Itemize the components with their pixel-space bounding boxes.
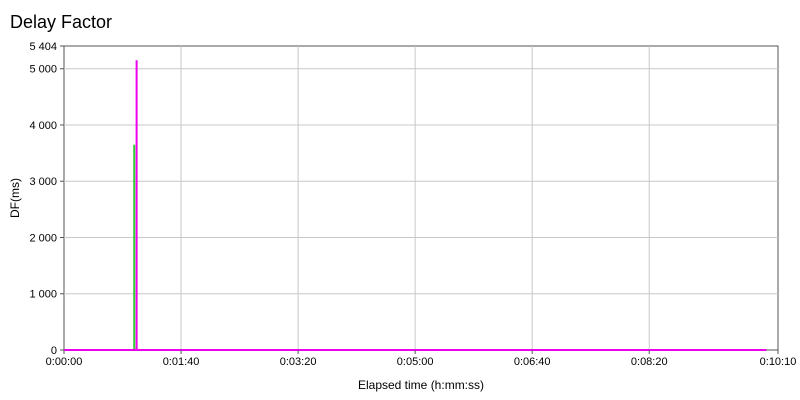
y-axis-label: DF(ms) bbox=[8, 178, 22, 218]
x-tick-label: 0:08:20 bbox=[631, 356, 668, 368]
x-tick-label: 0:03:20 bbox=[280, 356, 317, 368]
x-tick-label: 0:00:00 bbox=[46, 356, 83, 368]
y-tick-label: 3 000 bbox=[29, 176, 57, 188]
x-tick-label: 0:06:40 bbox=[514, 356, 551, 368]
x-tick-label: 0:10:10 bbox=[760, 356, 797, 368]
x-tick-label: 0:01:40 bbox=[163, 356, 200, 368]
y-tick-label: 2 000 bbox=[29, 232, 57, 244]
y-tick-label: 4 000 bbox=[29, 120, 57, 132]
y-tick-label: 5 404 bbox=[29, 41, 57, 53]
chart-title: Delay Factor bbox=[10, 12, 113, 32]
x-tick-label: 0:05:00 bbox=[397, 356, 434, 368]
x-axis-label: Elapsed time (h:mm:ss) bbox=[358, 378, 484, 392]
grid-layer bbox=[64, 46, 778, 350]
series-line-2 bbox=[64, 60, 767, 351]
tick-layer: 0:00:00 0:01:40 0:03:20 0:05:00 0:06:40 0:08:… bbox=[29, 41, 796, 368]
y-tick-label: 1 000 bbox=[29, 289, 57, 301]
series-layer bbox=[64, 60, 767, 351]
plot-area bbox=[63, 45, 779, 351]
y-tick-label: 5 000 bbox=[29, 64, 57, 76]
y-tick-label: 0 bbox=[51, 345, 57, 357]
